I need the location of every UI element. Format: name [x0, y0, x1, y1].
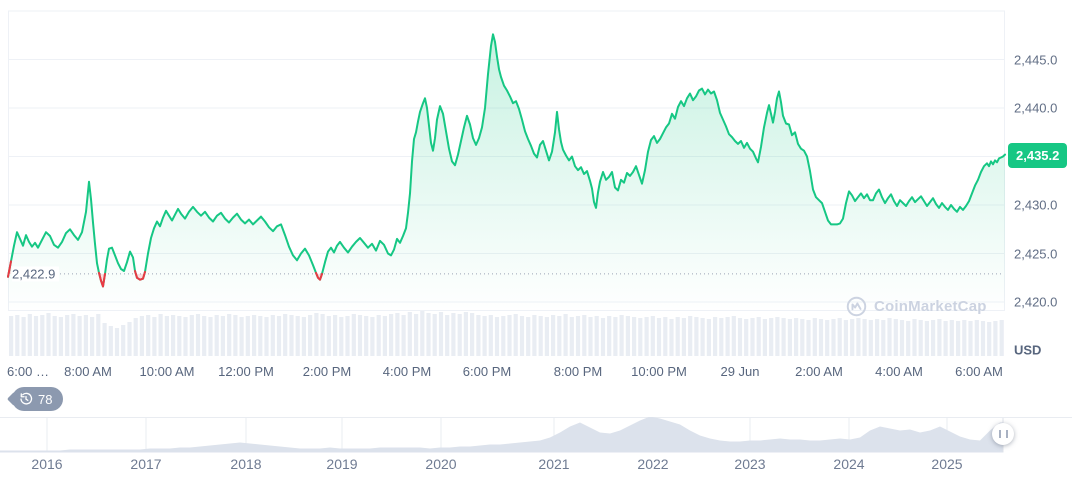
- history-badge: 78: [6, 387, 64, 411]
- y-axis-label: 2,430.0: [1014, 197, 1058, 213]
- x-axis-label: 4:00 PM: [382, 364, 432, 379]
- x-axis-label: 12:00 PM: [218, 364, 274, 379]
- timeline-year-label: 2023: [734, 456, 766, 472]
- x-axis-label: 8:00 AM: [64, 364, 112, 379]
- timeline-year-label: 2017: [130, 456, 162, 472]
- x-axis-label: 29 Jun: [720, 364, 760, 379]
- currency-label: USD: [1014, 342, 1042, 358]
- x-axis-label: 6:00 PM: [462, 364, 512, 379]
- timeline-year-label: 2021: [538, 456, 570, 472]
- x-axis-label: 6:00 …: [7, 364, 49, 379]
- x-axis-label: 10:00 AM: [139, 364, 195, 379]
- clock-history-icon: [20, 392, 33, 405]
- timeline-year-label: 2019: [326, 456, 358, 472]
- timeline-year-label: 2020: [425, 456, 457, 472]
- x-axis-label: 8:00 PM: [553, 364, 603, 379]
- x-axis-label: 10:00 PM: [631, 364, 687, 379]
- y-axis-label: 2,440.0: [1014, 100, 1058, 116]
- x-axis-label: 2:00 AM: [795, 364, 843, 379]
- coinmarketcap-logo-icon: [846, 296, 867, 317]
- scrubber-handle[interactable]: [992, 423, 1014, 445]
- pause-handle-icon: [998, 430, 1008, 438]
- coinmarketcap-watermark: CoinMarketCap: [846, 296, 987, 317]
- timeline-year-label: 2024: [833, 456, 865, 472]
- timeline-year-label: 2025: [931, 456, 963, 472]
- price-chart-canvas[interactable]: [0, 0, 1072, 412]
- watermark-text: CoinMarketCap: [874, 298, 987, 315]
- x-axis-label: 4:00 AM: [875, 364, 923, 379]
- x-axis-label: 6:00 AM: [955, 364, 1003, 379]
- timeline-minimap[interactable]: [0, 417, 1072, 455]
- timeline-year-label: 2018: [230, 456, 262, 472]
- y-axis-label: 2,420.0: [1014, 294, 1058, 310]
- timeline-year-label: 2016: [31, 456, 63, 472]
- history-badge-count: 78: [38, 391, 53, 407]
- previous-close-label: 2,422.9: [12, 266, 60, 282]
- x-axis-label: 2:00 PM: [302, 364, 352, 379]
- y-axis-label: 2,445.0: [1014, 52, 1058, 67]
- timeline-year-label: 2022: [637, 456, 669, 472]
- y-axis-label: 2,425.0: [1014, 246, 1058, 261]
- current-price-badge: 2,435.2: [1008, 142, 1068, 168]
